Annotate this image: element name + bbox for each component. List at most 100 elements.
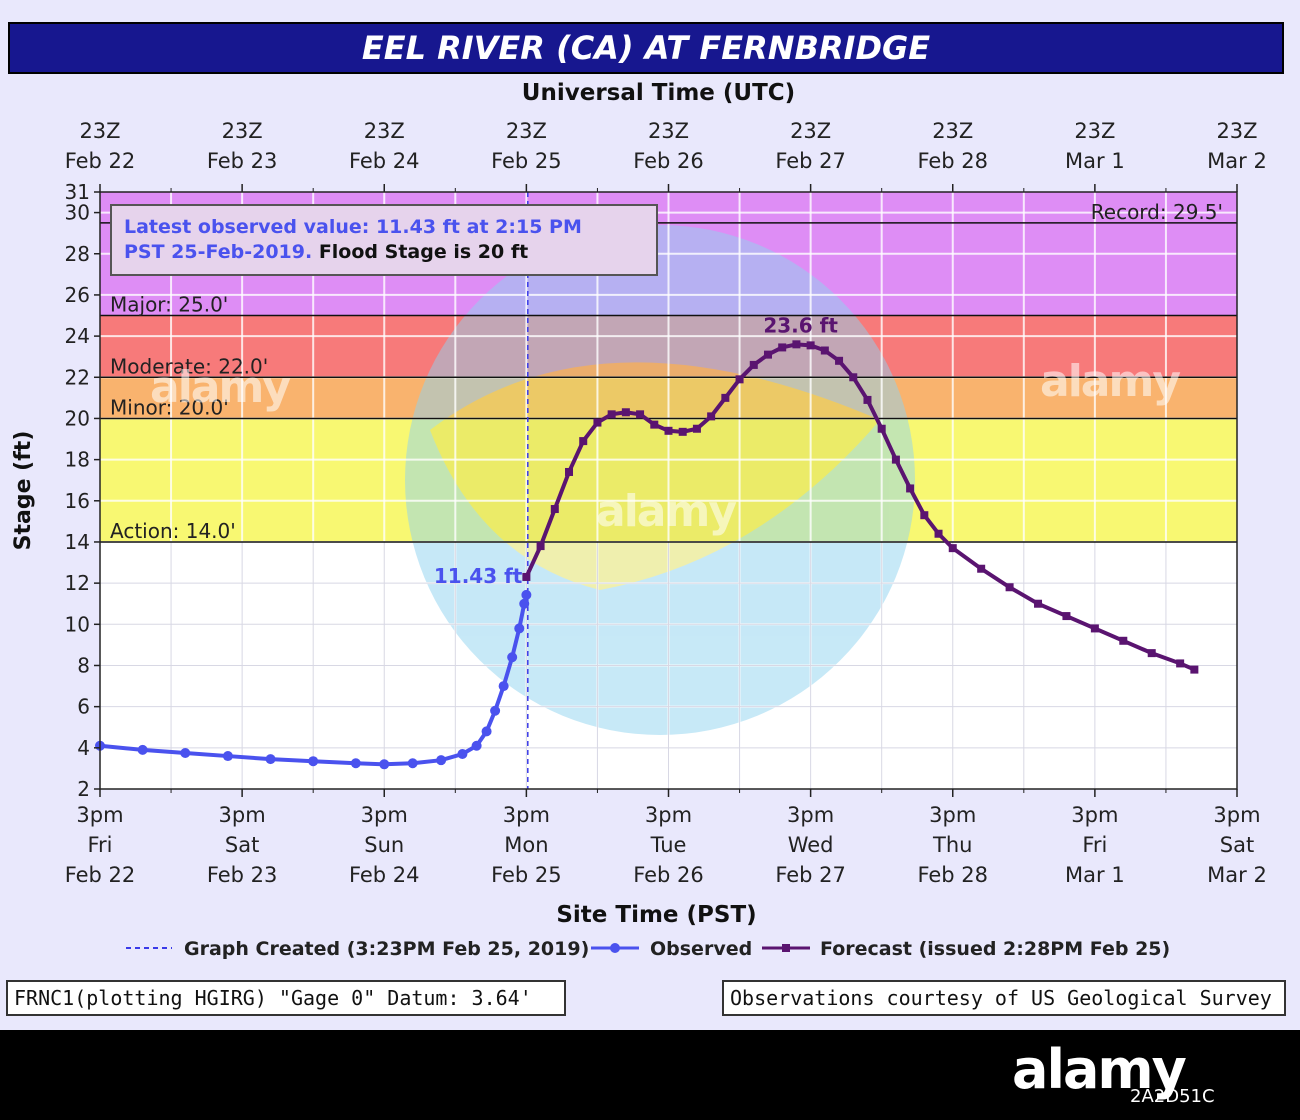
y-tick-label: 28 [65,242,90,266]
series-forecast-point [664,426,673,435]
series-observed-point [498,681,509,692]
legend-forecast-label: Forecast (issued 2:28PM Feb 25) [820,938,1170,960]
bottom-tick-label: Feb 23 [207,863,278,887]
series-observed-point [436,755,447,766]
bottom-tick-label: Feb 26 [633,863,704,887]
series-forecast-point [835,356,844,365]
bottom-tick-label: Feb 28 [917,863,988,887]
top-tick-label: Feb 28 [917,149,988,173]
series-observed-point [521,589,532,600]
series-forecast-point [565,467,574,476]
bottom-tick-label: Wed [788,833,834,857]
y-tick-label: 6 [77,695,90,719]
top-axis-label: Universal Time (UTC) [522,80,795,106]
series-forecast-point [621,408,630,417]
latest-value-box [110,204,658,276]
series-forecast-point [721,393,730,402]
bottom-tick-label: Feb 25 [491,863,562,887]
series-forecast-point [593,418,602,427]
series-forecast-point [1062,612,1071,621]
top-tick-label: 23Z [1216,119,1257,143]
series-forecast-point [522,572,531,581]
annotations: Latest observed value: 11.43 ft at 2:15 … [110,204,838,588]
top-tick-label: 23Z [222,119,263,143]
watermark-text: alamy [150,362,291,413]
legend-graph-created-label: Graph Created (3:23PM Feb 25, 2019) [184,938,589,960]
series-forecast-point [1005,583,1014,592]
series-observed-point [407,758,418,769]
top-tick-label: 23Z [932,119,973,143]
bottom-tick-label: Feb 27 [775,863,846,887]
series-forecast-point [977,564,986,573]
bottom-tick-label: Feb 22 [65,863,136,887]
series-forecast-point [934,529,943,538]
bottom-tick-label: Tue [650,833,687,857]
threshold-label: Major: 25.0' [110,293,228,317]
y-tick-label: 20 [65,406,90,430]
top-tick-label: Feb 27 [775,149,846,173]
series-forecast-point [806,341,815,350]
y-tick-label: 24 [65,324,90,348]
watermark-text: alamy [596,486,737,537]
series-forecast-point [579,437,588,446]
series-forecast-point [735,375,744,384]
series-observed-point [481,726,492,737]
datum-note: FRNC1(plotting HGIRG) "Gage 0" Datum: 3.… [6,980,566,1016]
bottom-tick-label: Sat [1220,833,1254,857]
series-forecast-point [1034,599,1043,608]
series-observed-point [519,598,530,609]
top-tick-label: Feb 24 [349,149,420,173]
series-forecast-point [1119,636,1128,645]
series-forecast-point [1147,649,1156,658]
top-tick-label: 23Z [1074,119,1115,143]
top-tick-label: 23Z [506,119,547,143]
y-tick-label: 8 [77,653,90,677]
series-layer [95,192,1199,789]
bottom-tick-label: 3pm [1213,803,1260,827]
chart-title: EEL RIVER (CA) AT FERNBRIDGE [8,22,1284,74]
series-forecast-point [920,511,929,520]
crest-label: 23.6 ft [763,313,838,337]
series-observed-point [457,749,468,760]
y-tick-label: 12 [65,571,90,595]
series-observed-point [379,759,390,770]
series-forecast-point [636,410,645,419]
bottom-axis-label: Site Time (PST) [556,902,756,928]
bottom-tick-label: 3pm [76,803,123,827]
y-tick-label: 18 [65,448,90,472]
bottom-tick-label: 3pm [787,803,834,827]
hydrograph-chart: Record: 29.5' Major: 25.0' Moderate: 22.0'… [11,80,1267,960]
threshold-label: Minor: 20.0' [110,395,229,419]
legend: Graph Created (3:23PM Feb 25, 2019) Obser… [126,938,1170,960]
series-observed-point [350,758,361,769]
bottom-tick-label: Mar 1 [1065,863,1125,887]
top-tick-label: 23Z [790,119,831,143]
series-forecast-point [849,373,858,382]
y-tick-label: 22 [65,365,90,389]
top-tick-label: Feb 23 [207,149,278,173]
y-tick-label: 14 [65,530,90,554]
source-note: Observations courtesy of US Geological S… [722,980,1286,1016]
series-forecast-point [1176,659,1185,668]
threshold-label: Moderate: 22.0' [110,354,268,378]
bottom-tick-label: Mon [504,833,548,857]
legend-observed-marker [610,943,620,953]
series-forecast-point [607,410,616,419]
series-forecast-point [863,395,872,404]
series-forecast-line [524,342,1196,672]
flood-stage-note: Flood Stage is 20 ft [312,241,528,263]
axes [94,184,1238,797]
threshold-label: Action: 14.0' [110,519,236,543]
watermark-text: alamy [1040,356,1181,407]
series-observed-point [308,756,319,767]
latest-value-line2: PST 25-Feb-2019. Flood Stage is 20 ft [124,241,528,263]
top-tick-label: Feb 26 [633,149,704,173]
series-forecast-point [1190,665,1199,674]
y-tick-label: 4 [77,736,90,760]
bottom-tick-label: 3pm [645,803,692,827]
bottom-tick-label: 3pm [503,803,550,827]
latest-value-line1: Latest observed value: 11.43 ft at 2:15 … [124,216,582,238]
top-tick-label: 23Z [648,119,689,143]
